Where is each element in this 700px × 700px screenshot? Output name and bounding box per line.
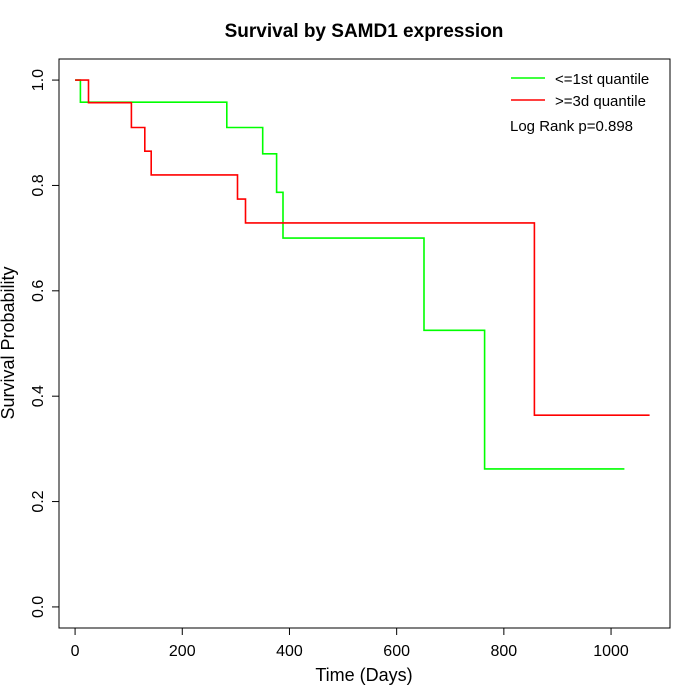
x-tick-label: 1000 xyxy=(593,643,629,660)
y-tick-label: 0.0 xyxy=(30,596,47,618)
chart-title: Survival by SAMD1 expression xyxy=(225,21,504,42)
y-tick-label: 0.8 xyxy=(30,174,47,196)
x-axis: 0 200 400 600 800 1000 xyxy=(71,627,629,660)
y-tick-label: 0.4 xyxy=(30,385,47,407)
log-rank-annotation: Log Rank p=0.898 xyxy=(510,118,633,135)
x-tick-label: 600 xyxy=(383,643,410,660)
series-layer xyxy=(75,79,650,470)
y-tick-label: 1.0 xyxy=(30,69,47,91)
survival-curve-series-1 xyxy=(75,79,625,470)
y-tick-label: 0.6 xyxy=(30,280,47,302)
y-axis-label: Survival Probability xyxy=(0,266,18,419)
legend-label-series-2: >=3d quantile xyxy=(555,93,646,110)
plot-frame xyxy=(58,58,671,629)
legend-label-series-1: <=1st quantile xyxy=(555,71,649,88)
x-tick-label: 200 xyxy=(169,643,196,660)
x-tick-label: 0 xyxy=(71,643,80,660)
legend: <=1st quantile >=3d quantile xyxy=(511,71,649,110)
x-axis-label: Time (Days) xyxy=(315,665,412,685)
y-tick-label: 0.2 xyxy=(30,490,47,512)
x-tick-label: 800 xyxy=(490,643,517,660)
x-tick-label: 400 xyxy=(276,643,303,660)
survival-curve-series-2 xyxy=(75,79,650,417)
y-axis: 0.0 0.2 0.4 0.6 0.8 1.0 xyxy=(30,69,60,618)
